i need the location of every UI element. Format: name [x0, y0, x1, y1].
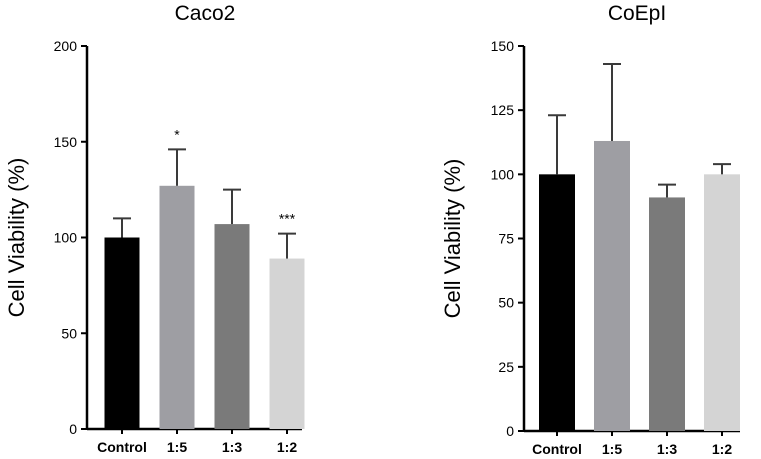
x-tick-label: Control [97, 439, 147, 455]
y-tick-label: 200 [54, 38, 78, 54]
significance-label: *** [279, 211, 296, 227]
bar [704, 174, 740, 432]
x-tick-label: 1:5 [167, 439, 187, 455]
bar [649, 197, 685, 431]
y-tick-label: 0 [506, 423, 514, 439]
bar [159, 185, 195, 429]
y-tick-label: 150 [491, 38, 515, 54]
y-tick-label: 100 [54, 230, 78, 246]
y-tick-label: 100 [491, 166, 515, 182]
x-tick-label: 1:3 [657, 441, 677, 457]
chart-title: Caco2 [175, 2, 236, 25]
x-tick-label: Control [532, 441, 582, 457]
x-tick-label: 1:2 [712, 441, 732, 457]
bar [539, 174, 575, 432]
x-tick-label: 1:5 [602, 441, 622, 457]
bar [594, 140, 630, 431]
chart-title: CoEpI [608, 2, 666, 25]
chart-0: Caco2 Cell Viability (%) 0 50 100 150 200 Contr… [4, 2, 305, 455]
bar [214, 224, 250, 429]
y-tick-label: 25 [498, 359, 514, 375]
y-tick-label: 150 [54, 134, 78, 150]
y-axis-label: Cell Viability (%) [440, 159, 465, 319]
y-tick-label: 0 [69, 421, 77, 437]
bar [104, 237, 140, 429]
y-tick-label: 75 [498, 231, 514, 247]
x-tick-label: 1:2 [277, 439, 297, 455]
x-tick-label: 1:3 [222, 439, 242, 455]
bar [269, 258, 305, 429]
significance-label: * [174, 126, 180, 142]
y-tick-label: 50 [61, 325, 77, 341]
chart-1: CoEpI Cell Viability (%) 0 25 50 75 100 125 150 C… [440, 2, 740, 457]
y-tick-label: 50 [498, 295, 514, 311]
y-axis-label: Cell Viability (%) [4, 158, 29, 318]
y-tick-label: 125 [491, 102, 515, 118]
